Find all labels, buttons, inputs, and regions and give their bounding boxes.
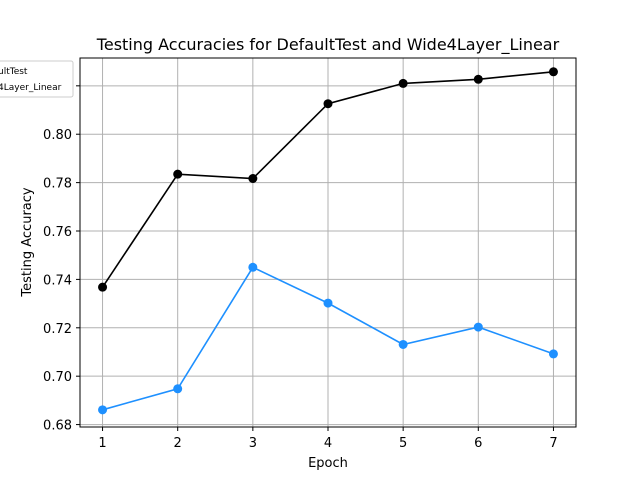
x-tick-label: 2 xyxy=(174,436,182,451)
x-tick-label: 3 xyxy=(249,436,257,451)
x-axis: 1 2 3 4 5 6 7 xyxy=(98,427,558,451)
data-point xyxy=(473,322,483,332)
data-point xyxy=(248,262,258,272)
data-point xyxy=(548,349,558,359)
y-tick-label: 0.70 xyxy=(43,370,72,385)
y-tick-label: 0.72 xyxy=(43,322,72,337)
data-point xyxy=(173,169,183,179)
data-point xyxy=(473,74,483,84)
legend-label: 4Layer_Linear xyxy=(0,83,62,93)
y-tick-label: 0.76 xyxy=(43,225,72,240)
legend-label: ultTest xyxy=(0,67,28,77)
y-tick-label: 0.68 xyxy=(43,419,72,434)
x-tick-label: 7 xyxy=(549,436,557,451)
data-point xyxy=(398,78,408,88)
data-point xyxy=(398,339,408,349)
y-tick-label: 0.80 xyxy=(43,128,72,143)
data-point xyxy=(248,173,258,183)
grid-lines xyxy=(80,58,576,427)
y-tick-label: 0.74 xyxy=(43,273,72,288)
x-tick-label: 4 xyxy=(324,436,332,451)
y-axis: 0.68 0.70 0.72 0.74 0.76 0.78 0.80 xyxy=(43,85,80,434)
y-axis-label: Testing Accuracy xyxy=(20,187,35,297)
x-tick-label: 1 xyxy=(98,436,106,451)
y-tick-label: 0.78 xyxy=(43,177,72,192)
series-group xyxy=(98,67,558,415)
x-axis-label: Epoch xyxy=(308,456,348,471)
data-point xyxy=(98,282,108,292)
data-point xyxy=(323,298,333,308)
legend-box xyxy=(0,60,74,98)
data-point xyxy=(98,405,108,415)
data-point xyxy=(323,99,333,109)
data-point xyxy=(173,384,183,394)
x-tick-label: 5 xyxy=(399,436,407,451)
x-tick-label: 6 xyxy=(474,436,482,451)
chart-title: Testing Accuracies for DefaultTest and W… xyxy=(96,35,560,55)
legend: ultTest 4Layer_Linear xyxy=(0,60,74,98)
data-point xyxy=(548,67,558,77)
